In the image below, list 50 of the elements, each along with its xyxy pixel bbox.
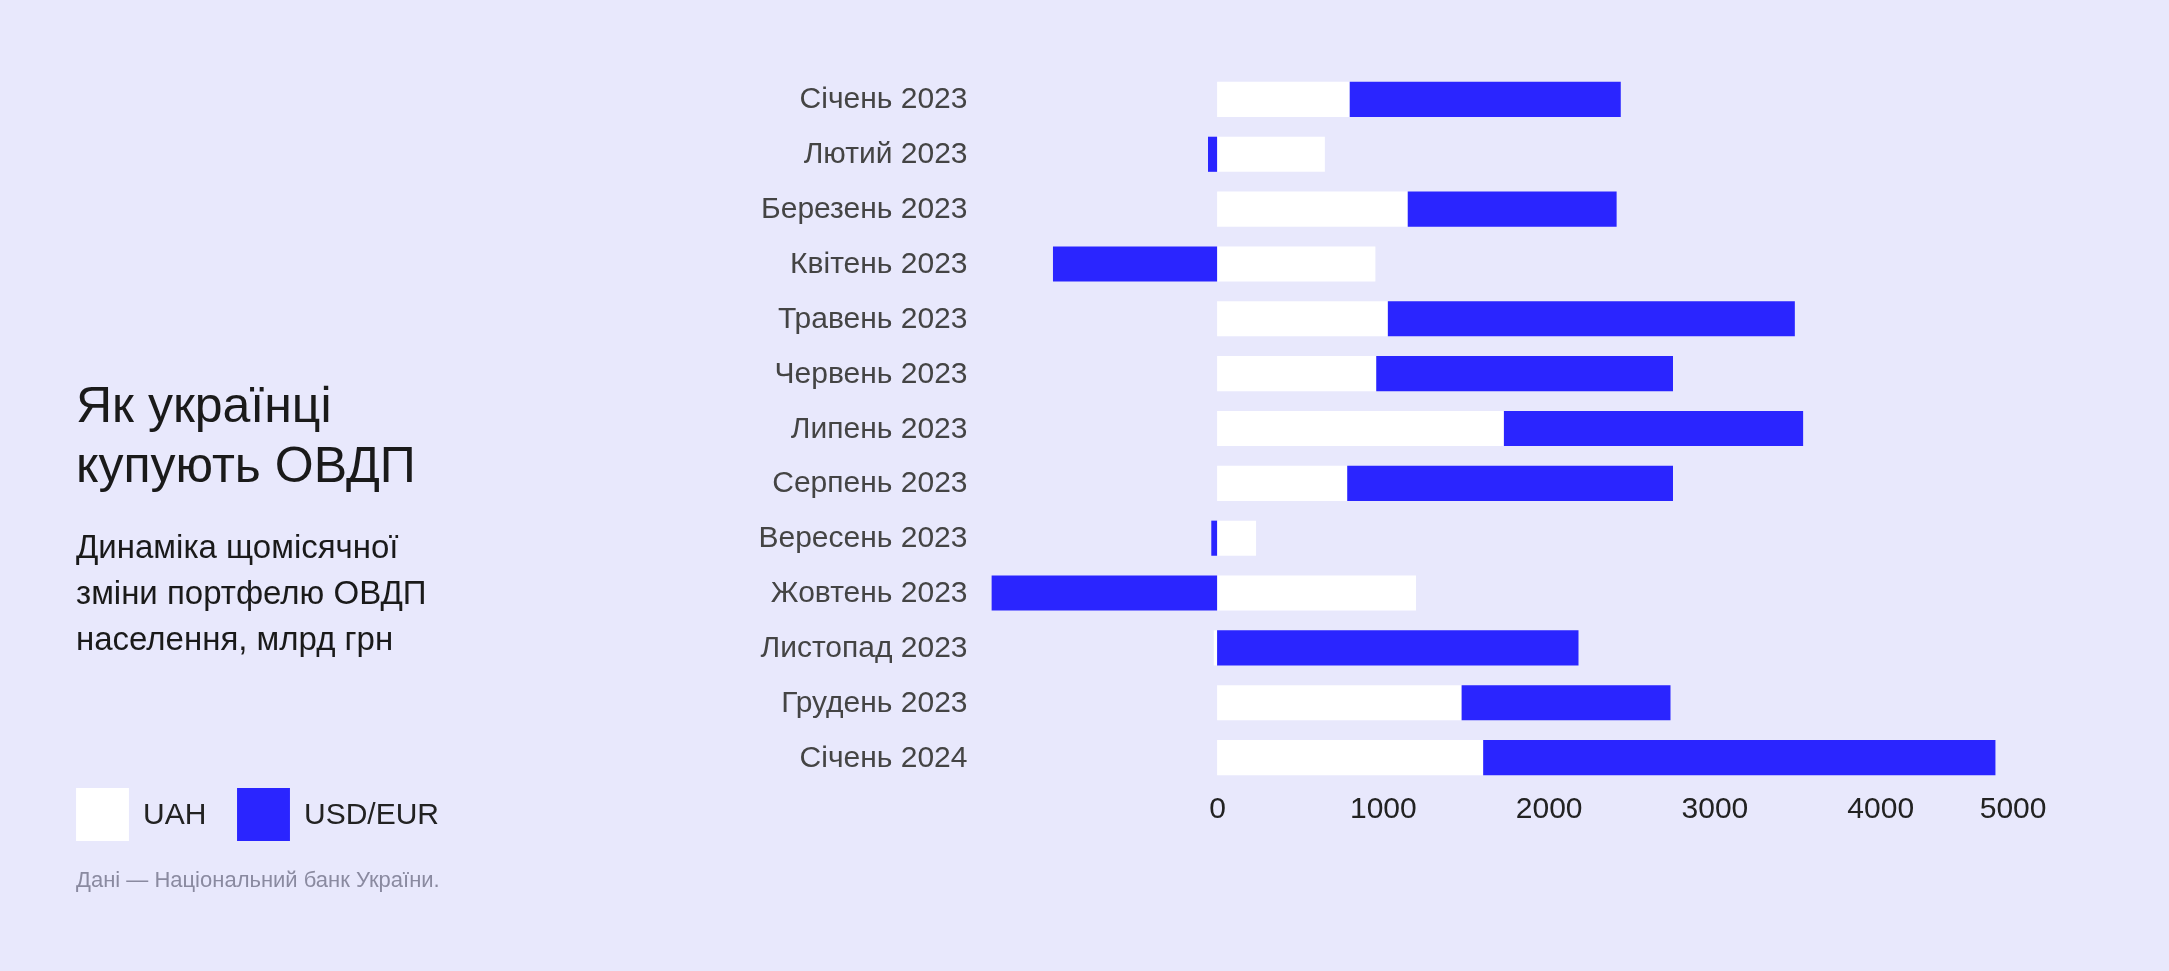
x-tick-label: 4000 (1847, 790, 1915, 824)
y-tick-label: Березень 2023 (761, 191, 968, 225)
x-tick-label: 2000 (1515, 790, 1583, 824)
legend-label: USD/EUR (304, 796, 440, 830)
y-tick-label: Листопад 2023 (760, 629, 968, 663)
bar (1483, 740, 1996, 776)
x-tick-label: 3000 (1681, 790, 1749, 824)
x-tick-label: 0 (1209, 790, 1226, 824)
y-tick-label: Травень 2023 (777, 300, 968, 334)
bar (1376, 356, 1673, 392)
bar (1461, 685, 1671, 721)
bar (1347, 465, 1673, 501)
bar (1349, 81, 1621, 117)
bar (1217, 630, 1579, 666)
bar (1217, 191, 1408, 227)
bar (1217, 575, 1417, 611)
y-tick-label: Липень 2023 (790, 410, 968, 444)
bar (1407, 191, 1617, 227)
y-tick-label: Лютий 2023 (803, 136, 968, 170)
y-tick-label: Червень 2023 (774, 355, 968, 389)
text: Дані — Національний банк України. (76, 867, 440, 892)
text: Як українці купують ОВДП (76, 377, 416, 493)
y-tick-label: Серпень 2023 (772, 465, 968, 499)
bar (1217, 685, 1462, 721)
bar (991, 575, 1218, 611)
y-tick-label: Жовтень 2023 (770, 575, 968, 609)
bar (1217, 410, 1504, 447)
bar (1207, 136, 1218, 172)
y-tick-label: Січень 2024 (799, 739, 968, 773)
y-tick-label: Грудень 2023 (781, 684, 968, 718)
bar (1217, 520, 1257, 556)
bar (1387, 301, 1795, 337)
bar (1217, 356, 1377, 392)
bar (1211, 520, 1218, 556)
bar (1503, 410, 1804, 447)
bar (1213, 630, 1218, 666)
y-tick-label: Квітень 2023 (790, 245, 968, 279)
y-tick-label: Вересень 2023 (758, 520, 968, 554)
bar (1052, 246, 1218, 282)
bar (1217, 81, 1350, 117)
bar (1217, 301, 1388, 337)
x-tick-label: 1000 (1350, 790, 1417, 824)
bar (1217, 740, 1484, 776)
text: Динаміка щомісячної зміни портфелю ОВДП населення, млрд грн (76, 528, 427, 657)
bar (1217, 465, 1348, 501)
legend-label: UAH (143, 796, 207, 830)
y-tick-label: Січень 2023 (799, 81, 968, 115)
x-tick-label: 5000 (1979, 790, 2047, 824)
bar (1217, 246, 1376, 282)
bar (1217, 136, 1325, 172)
